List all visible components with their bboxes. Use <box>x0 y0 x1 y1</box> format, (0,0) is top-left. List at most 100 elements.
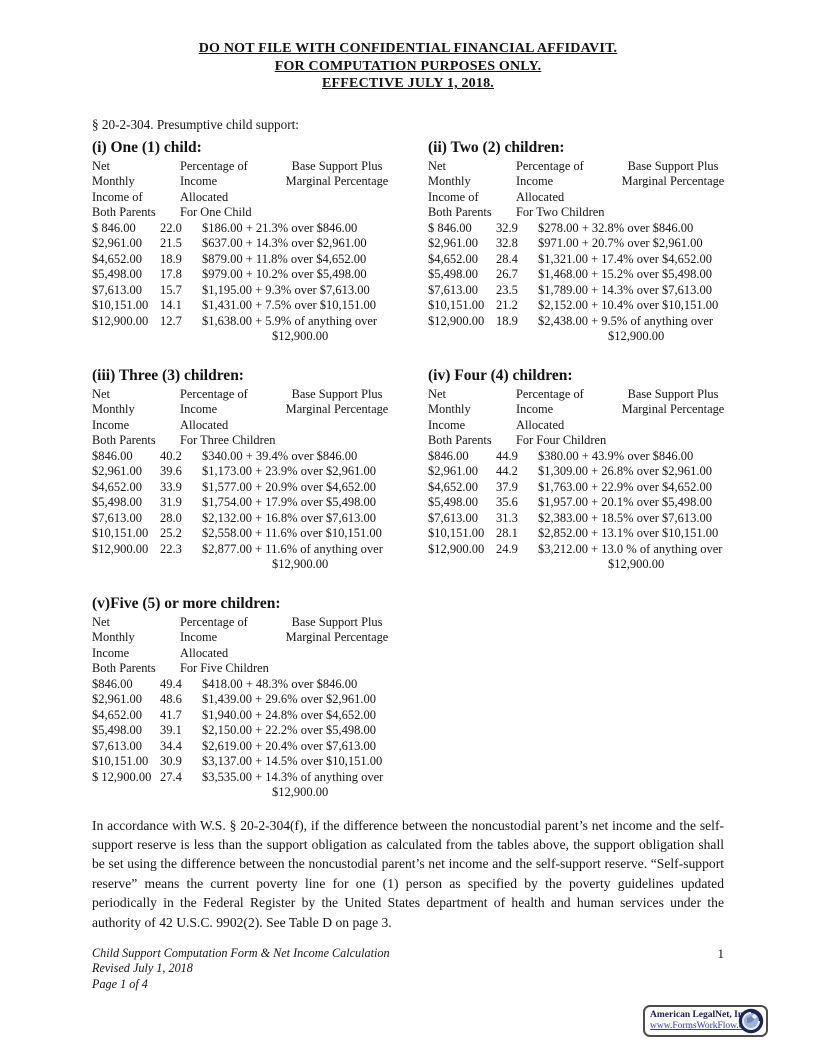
header-line: Income <box>180 630 218 644</box>
income-cell: $2,961.00 <box>428 236 478 250</box>
footer-page-count: Page 1 of 4 <box>92 976 148 991</box>
legalnet-url-link[interactable]: www.FormsWorkFlow.com <box>650 1021 756 1031</box>
percentage-cell: 28.0 <box>160 510 182 525</box>
header-line: Percentage of <box>516 386 584 401</box>
formula-cell: $2,383.00 + 18.5% over $7,613.00 <box>538 510 713 525</box>
support-table-one-child: (i) One (1) child: Net Monthly Income of Bo… <box>92 138 428 345</box>
table-heading: (iv) Four (4) children: <box>428 366 573 384</box>
formula-cell: $2,558.00 + 11.6% over $10,151.00 <box>202 526 382 540</box>
self-support-reserve-paragraph: In accordance with W.S. § 20-2-304(f), i… <box>92 817 724 930</box>
percentage-cell: 32.9 <box>496 220 518 235</box>
income-cell: $5,498.00 <box>92 267 142 281</box>
title-line-1: DO NOT FILE WITH CONFIDENTIAL FINANCIAL … <box>198 41 618 56</box>
percentage-cell: 33.9 <box>160 479 182 494</box>
table-rows: $846.00 40.2 $340.00 + 39.4% over $846.0… <box>92 449 428 558</box>
table-row: $2,961.00 21.5 $637.00 + 14.3% over $2,9… <box>92 236 428 252</box>
formula-cell: $1,940.00 + 24.8% over $4,652.00 <box>202 707 377 722</box>
header-col-income: Net Monthly Income of Both Parents <box>92 159 156 221</box>
header-line: For Four Children <box>516 433 607 447</box>
tables-row-2: (iii) Three (3) children: Net Monthly Inco… <box>92 366 724 573</box>
formula-cell: $971.00 + 20.7% over $2,961.00 <box>538 236 703 250</box>
header-line: Net <box>428 386 446 401</box>
header-line: Allocated <box>516 189 565 204</box>
table-row: $7,613.00 15.7 $1,195.00 + 9.3% over $7,… <box>92 283 428 299</box>
header-col-percentage: Percentage of Income Allocated For Three Ch… <box>180 387 275 449</box>
percentage-cell: 31.9 <box>160 495 182 509</box>
income-cell: $7,613.00 <box>428 510 478 525</box>
table-row: $ 846.00 22.0 $186.00 + 21.3% over $846.… <box>92 221 428 237</box>
table-heading: (iii) Three (3) children: <box>92 366 244 384</box>
header-col-base-support: Base Support Plus Marginal Percentage <box>258 615 416 646</box>
table-heading: (i) One (1) child: <box>92 138 202 156</box>
table-overflow-amount: $12,900.00 <box>272 557 329 571</box>
table-row: $4,652.00 18.9 $879.00 + 11.8% over $4,6… <box>92 252 428 268</box>
percentage-cell: 28.1 <box>496 526 518 540</box>
income-cell: $4,652.00 <box>92 251 142 266</box>
header-col-income: Net Monthly Income Both Parents <box>428 387 492 449</box>
formula-cell: $278.00 + 32.8% over $846.00 <box>538 220 694 235</box>
table-row: $7,613.00 34.4 $2,619.00 + 20.4% over $7… <box>92 739 428 755</box>
statute-heading: § 20-2-304. Presumptive child support: <box>92 116 299 132</box>
american-legalnet-globe-icon <box>738 1008 764 1034</box>
header-line: For Three Children <box>180 433 276 447</box>
header-line: Allocated <box>180 417 229 432</box>
income-cell: $10,151.00 <box>92 526 149 540</box>
header-col-income: Net Monthly Income Both Parents <box>92 615 156 677</box>
table-row: $2,961.00 39.6 $1,173.00 + 23.9% over $2… <box>92 464 428 480</box>
percentage-cell: 27.4 <box>160 769 182 784</box>
income-cell: $5,498.00 <box>428 495 478 509</box>
header-line: Income <box>516 174 554 188</box>
legalnet-company-name: American LegalNet, Inc. <box>650 1010 750 1020</box>
header-line: Base Support Plus <box>291 614 383 629</box>
header-line: Percentage of <box>180 614 248 629</box>
header-line: Both Parents <box>92 433 156 447</box>
header-col-base-support: Base Support Plus Marginal Percentage <box>258 159 416 190</box>
income-cell: $ 846.00 <box>428 220 472 235</box>
header-line: Allocated <box>180 189 229 204</box>
header-line: Income <box>180 402 218 416</box>
table-row: $5,498.00 35.6 $1,957.00 + 20.1% over $5… <box>428 495 764 511</box>
header-line: Base Support Plus <box>627 386 719 401</box>
formula-cell: $2,619.00 + 20.4% over $7,613.00 <box>202 738 377 753</box>
formula-cell: $1,431.00 + 7.5% over $10,151.00 <box>202 298 377 312</box>
percentage-cell: 23.5 <box>496 282 518 297</box>
table-row: $4,652.00 33.9 $1,577.00 + 20.9% over $4… <box>92 480 428 496</box>
percentage-cell: 21.2 <box>496 298 518 312</box>
percentage-cell: 15.7 <box>160 282 182 297</box>
header-col-percentage: Percentage of Income Allocated For Four Chi… <box>516 387 606 449</box>
header-line: Marginal Percentage <box>285 630 389 644</box>
formula-cell: $1,439.00 + 29.6% over $2,961.00 <box>202 692 377 706</box>
table-row: $4,652.00 41.7 $1,940.00 + 24.8% over $4… <box>92 708 428 724</box>
income-cell: $7,613.00 <box>92 510 142 525</box>
formula-cell: $3,535.00 + 14.3% of anything over <box>202 769 384 784</box>
support-table-four-children: (iv) Four (4) children: Net Monthly Income… <box>428 366 764 573</box>
percentage-cell: 21.5 <box>160 236 182 250</box>
table-row: $10,151.00 21.2 $2,152.00 + 10.4% over $… <box>428 298 764 314</box>
title-line-2: FOR COMPUTATION PURPOSES ONLY. <box>274 58 542 74</box>
header-line: Both Parents <box>92 205 156 219</box>
formula-cell: $2,132.00 + 16.8% over $7,613.00 <box>202 510 377 525</box>
header-col-income: Net Monthly Income Both Parents <box>92 387 156 449</box>
footer-revision-date: Revised July 1, 2018 <box>92 961 193 976</box>
formula-cell: $1,577.00 + 20.9% over $4,652.00 <box>202 479 377 494</box>
table-row: $12,900.00 22.3 $2,877.00 + 11.6% of any… <box>92 542 428 558</box>
table-overflow-amount: $12,900.00 <box>272 329 329 343</box>
percentage-cell: 31.3 <box>496 510 518 525</box>
header-line: Both Parents <box>428 433 492 447</box>
header-col-base-support: Base Support Plus Marginal Percentage <box>258 387 416 418</box>
table-rows: $ 846.00 32.9 $278.00 + 32.8% over $846.… <box>428 221 764 330</box>
header-line: Income of <box>428 189 479 204</box>
income-cell: $2,961.00 <box>92 692 142 706</box>
formula-cell: $2,877.00 + 11.6% of anything over <box>202 541 383 556</box>
formula-cell: $1,173.00 + 23.9% over $2,961.00 <box>202 464 377 478</box>
table-row: $2,961.00 32.8 $971.00 + 20.7% over $2,9… <box>428 236 764 252</box>
table-row: $7,613.00 31.3 $2,383.00 + 18.5% over $7… <box>428 511 764 527</box>
header-line: For One Child <box>180 205 252 219</box>
income-cell: $5,498.00 <box>428 267 478 281</box>
table-overflow-amount: $12,900.00 <box>608 329 665 343</box>
document-title: DO NOT FILE WITH CONFIDENTIAL FINANCIAL … <box>92 40 724 93</box>
header-line: Base Support Plus <box>291 386 383 401</box>
header-line: Income <box>516 402 554 416</box>
table-rows: $ 846.00 22.0 $186.00 + 21.3% over $846.… <box>92 221 428 330</box>
